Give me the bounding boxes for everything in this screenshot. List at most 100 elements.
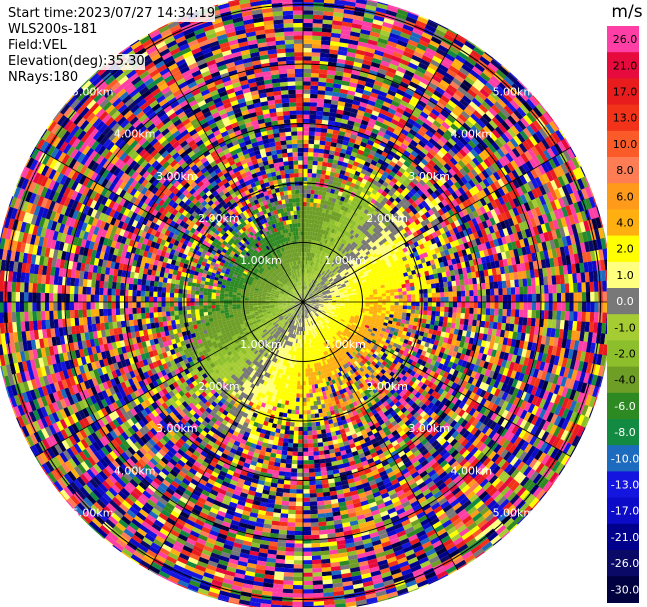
ppi-gate bbox=[377, 37, 389, 45]
ppi-gate bbox=[416, 43, 428, 52]
ppi-gate bbox=[447, 99, 457, 109]
ppi-gate bbox=[372, 156, 380, 163]
ppi-gate bbox=[393, 163, 401, 171]
ppi-gate bbox=[358, 105, 367, 112]
ppi-gate bbox=[311, 43, 322, 49]
ppi-gate bbox=[556, 310, 562, 321]
ppi-gate bbox=[303, 52, 312, 57]
ppi-gate bbox=[349, 155, 356, 162]
ppi-gate bbox=[305, 235, 308, 240]
ppi-gate bbox=[438, 277, 444, 283]
ppi-gate bbox=[311, 173, 317, 178]
ppi-gate bbox=[355, 49, 366, 56]
ppi-gate bbox=[333, 83, 342, 89]
ppi-gate bbox=[402, 73, 413, 82]
ppi-gate bbox=[585, 282, 591, 293]
ppi-cells bbox=[0, 0, 607, 607]
ppi-gate bbox=[388, 4, 399, 9]
ppi-gate bbox=[418, 62, 429, 71]
ppi-gate bbox=[320, 136, 327, 142]
ppi-gate bbox=[306, 210, 310, 215]
ppi-gate bbox=[327, 65, 337, 72]
ppi-gate bbox=[363, 12, 375, 20]
ppi-gate bbox=[340, 196, 346, 202]
ppi-gate bbox=[326, 244, 331, 250]
ppi-gate bbox=[365, 125, 374, 133]
ppi-gate bbox=[303, 293, 305, 298]
ppi-gate bbox=[370, 132, 378, 139]
ppi-gate bbox=[313, 6, 324, 12]
ppi-gate bbox=[418, 81, 429, 90]
ppi-gate bbox=[421, 318, 427, 324]
ppi-gate bbox=[363, 208, 370, 215]
ppi-gate bbox=[346, 124, 354, 130]
ppi-gate bbox=[394, 92, 404, 100]
ppi-gate bbox=[446, 49, 458, 59]
ppi-gate bbox=[333, 229, 338, 235]
ppi-gate bbox=[348, 303, 353, 306]
ppi-gate bbox=[333, 176, 339, 182]
ppi-gate bbox=[326, 78, 335, 84]
ppi-gate bbox=[460, 307, 466, 314]
ppi-gate bbox=[330, 237, 335, 243]
ppi-gate bbox=[303, 293, 305, 298]
ppi-gate bbox=[364, 214, 370, 220]
ppi-gate bbox=[337, 246, 343, 252]
ppi-gate bbox=[440, 297, 445, 303]
ppi-gate bbox=[349, 182, 356, 188]
ppi-gate bbox=[490, 295, 495, 303]
ppi-gate bbox=[346, 94, 355, 100]
ppi-gate bbox=[305, 289, 307, 294]
ppi-gate bbox=[311, 52, 321, 57]
ppi-gate bbox=[351, 165, 358, 171]
ppi-gate bbox=[465, 296, 470, 303]
ppi-gate bbox=[310, 77, 319, 82]
ppi-gate bbox=[358, 172, 366, 179]
ppi-gate bbox=[381, 304, 387, 308]
ppi-gate bbox=[383, 187, 391, 194]
ppi-gate bbox=[466, 39, 477, 47]
ppi-gate bbox=[309, 265, 313, 270]
ppi-gate bbox=[361, 25, 372, 32]
ppi-gate bbox=[310, 278, 313, 283]
ppi-gate bbox=[313, 148, 320, 153]
ppi-gate bbox=[303, 139, 309, 144]
ppi-gate bbox=[344, 0, 356, 7]
ppi-gate bbox=[316, 198, 322, 204]
ppi-gate bbox=[323, 257, 327, 262]
ppi-gate bbox=[426, 20, 439, 29]
ppi-gate bbox=[415, 143, 424, 152]
ppi-gate bbox=[427, 43, 439, 52]
ppi-gate bbox=[303, 235, 306, 240]
ppi-gate bbox=[377, 158, 385, 165]
ppi-gate bbox=[398, 132, 407, 140]
ppi-gate bbox=[393, 20, 405, 29]
ppi-gate bbox=[377, 94, 386, 102]
ppi-gate bbox=[469, 302, 474, 309]
ppi-gate bbox=[381, 151, 389, 158]
ppi-gate bbox=[332, 91, 340, 97]
ppi-gate bbox=[419, 125, 428, 134]
ppi-gate bbox=[320, 128, 328, 133]
ppi-gate bbox=[321, 260, 325, 266]
ppi-gate bbox=[327, 158, 334, 164]
ppi-gate bbox=[485, 314, 490, 322]
ppi-gate bbox=[315, 267, 319, 272]
ppi-gate bbox=[330, 167, 337, 173]
ppi-gate bbox=[326, 249, 331, 255]
ppi-gate bbox=[430, 78, 440, 87]
ppi-gate bbox=[594, 291, 599, 303]
ppi-gate bbox=[311, 236, 315, 241]
ppi-gate bbox=[593, 312, 599, 323]
ppi-gate bbox=[353, 61, 363, 68]
ppi-gate bbox=[340, 33, 351, 40]
ppi-gate bbox=[511, 294, 516, 303]
ppi-gate bbox=[305, 295, 308, 299]
ppi-gate bbox=[407, 298, 412, 303]
ppi-gate bbox=[345, 180, 352, 187]
ppi-gate bbox=[324, 257, 328, 263]
ppi-gate bbox=[323, 103, 331, 109]
ppi-gate bbox=[382, 171, 390, 178]
ppi-gate bbox=[321, 247, 325, 252]
ppi-gate bbox=[585, 311, 591, 323]
